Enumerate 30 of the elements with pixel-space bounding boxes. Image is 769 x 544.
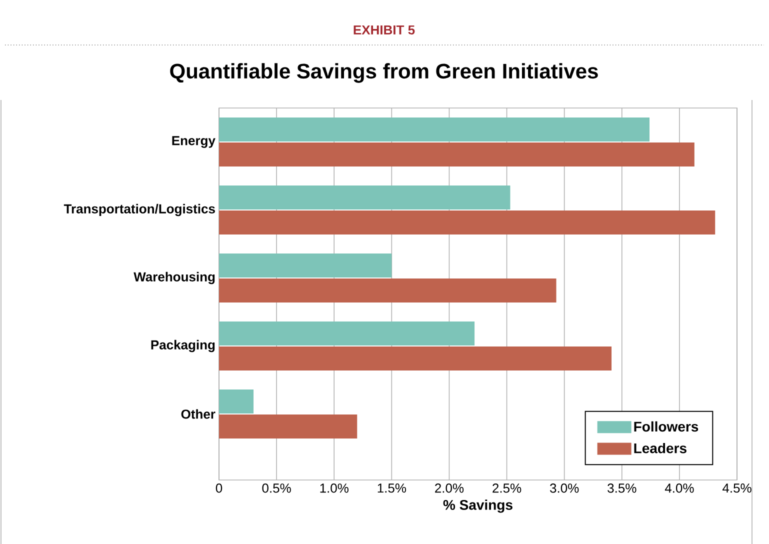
- y-tick-label: Warehousing: [134, 272, 215, 284]
- bar: [219, 278, 556, 302]
- y-tick-label: Other: [181, 409, 216, 419]
- x-tick-label: 2.5%: [492, 484, 522, 493]
- chart-title: Quantifiable Savings from Green Initiatives: [170, 63, 598, 83]
- x-tick-label: 1.5%: [378, 484, 406, 493]
- bar: [219, 346, 612, 370]
- bar: [219, 142, 694, 166]
- bar: [219, 210, 716, 234]
- text: EXHIBIT 5: [354, 25, 415, 35]
- y-tick-label: Energy: [172, 136, 216, 148]
- x-tick-label: 4.0%: [664, 484, 694, 493]
- bar: [219, 117, 650, 142]
- bar: [219, 254, 392, 278]
- x-tick-label: 3.5%: [608, 484, 636, 493]
- y-tick-label: Transportation/Logistics: [64, 204, 215, 216]
- x-tick-label: 1.0%: [320, 484, 348, 493]
- x-tick-label: 2.0%: [435, 484, 464, 493]
- legend-label: Leaders: [634, 442, 686, 454]
- x-axis-title: % Savings: [443, 500, 512, 513]
- bar: [219, 185, 510, 210]
- bar: [219, 322, 475, 346]
- x-tick-label: 4.5%: [722, 484, 752, 493]
- y-tick-label: Packaging: [151, 340, 215, 352]
- legend-label: Followers: [634, 421, 698, 432]
- bar: [219, 390, 254, 414]
- bar: [219, 414, 358, 439]
- x-tick-label: 0.5%: [262, 484, 291, 493]
- x-tick-label: 0: [216, 484, 222, 493]
- x-tick-label: 3.0%: [550, 484, 579, 493]
